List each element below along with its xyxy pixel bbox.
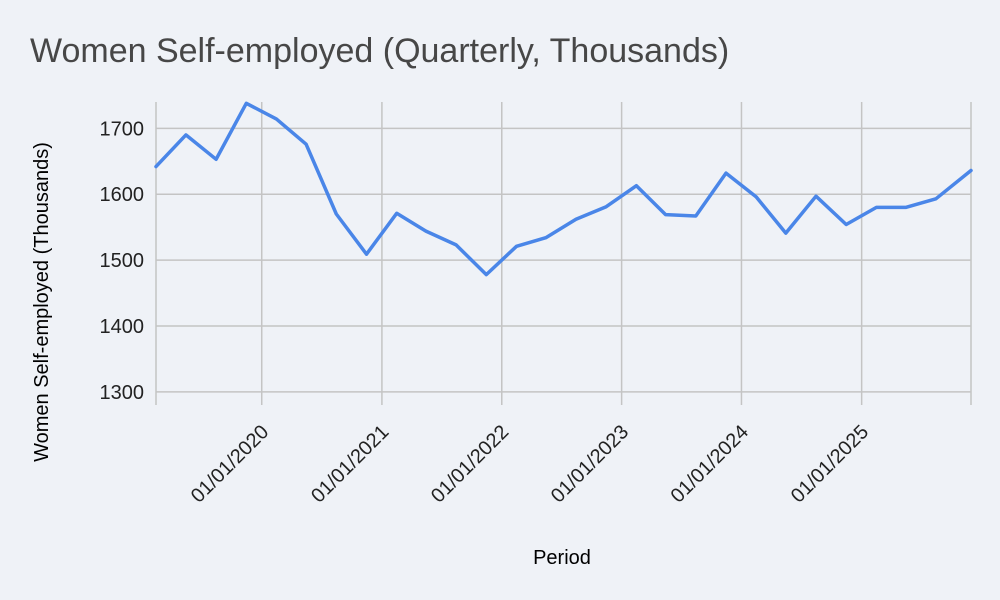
x-tick-label: 01/01/2025: [787, 421, 873, 507]
series-group: [154, 101, 973, 277]
series-line: [154, 101, 973, 277]
y-tick-label: 1400: [100, 316, 145, 338]
x-axis-title: Period: [533, 547, 591, 569]
chart-title: Women Self-employed (Quarterly, Thousand…: [30, 32, 729, 70]
gridlines: [155, 102, 972, 405]
y-axis-title: Women Self-employed (Thousands): [31, 142, 53, 462]
x-tick-label: 01/01/2020: [187, 421, 273, 507]
y-axis-ticks: 1300 1400 1500 1600 1700: [100, 118, 145, 403]
x-tick-label: 01/01/2023: [547, 421, 633, 507]
y-tick-label: 1500: [100, 250, 145, 272]
x-tick-label: 01/01/2022: [427, 421, 513, 507]
x-tick-label: 01/01/2024: [667, 421, 753, 507]
y-tick-label: 1600: [100, 184, 145, 206]
x-tick-label: 01/01/2021: [307, 421, 393, 507]
x-axis-ticks: 01/01/2020 01/01/2021 01/01/2022 01/01/2023…: [187, 421, 873, 507]
y-tick-label: 1700: [100, 118, 145, 140]
y-tick-label: 1300: [100, 382, 145, 404]
